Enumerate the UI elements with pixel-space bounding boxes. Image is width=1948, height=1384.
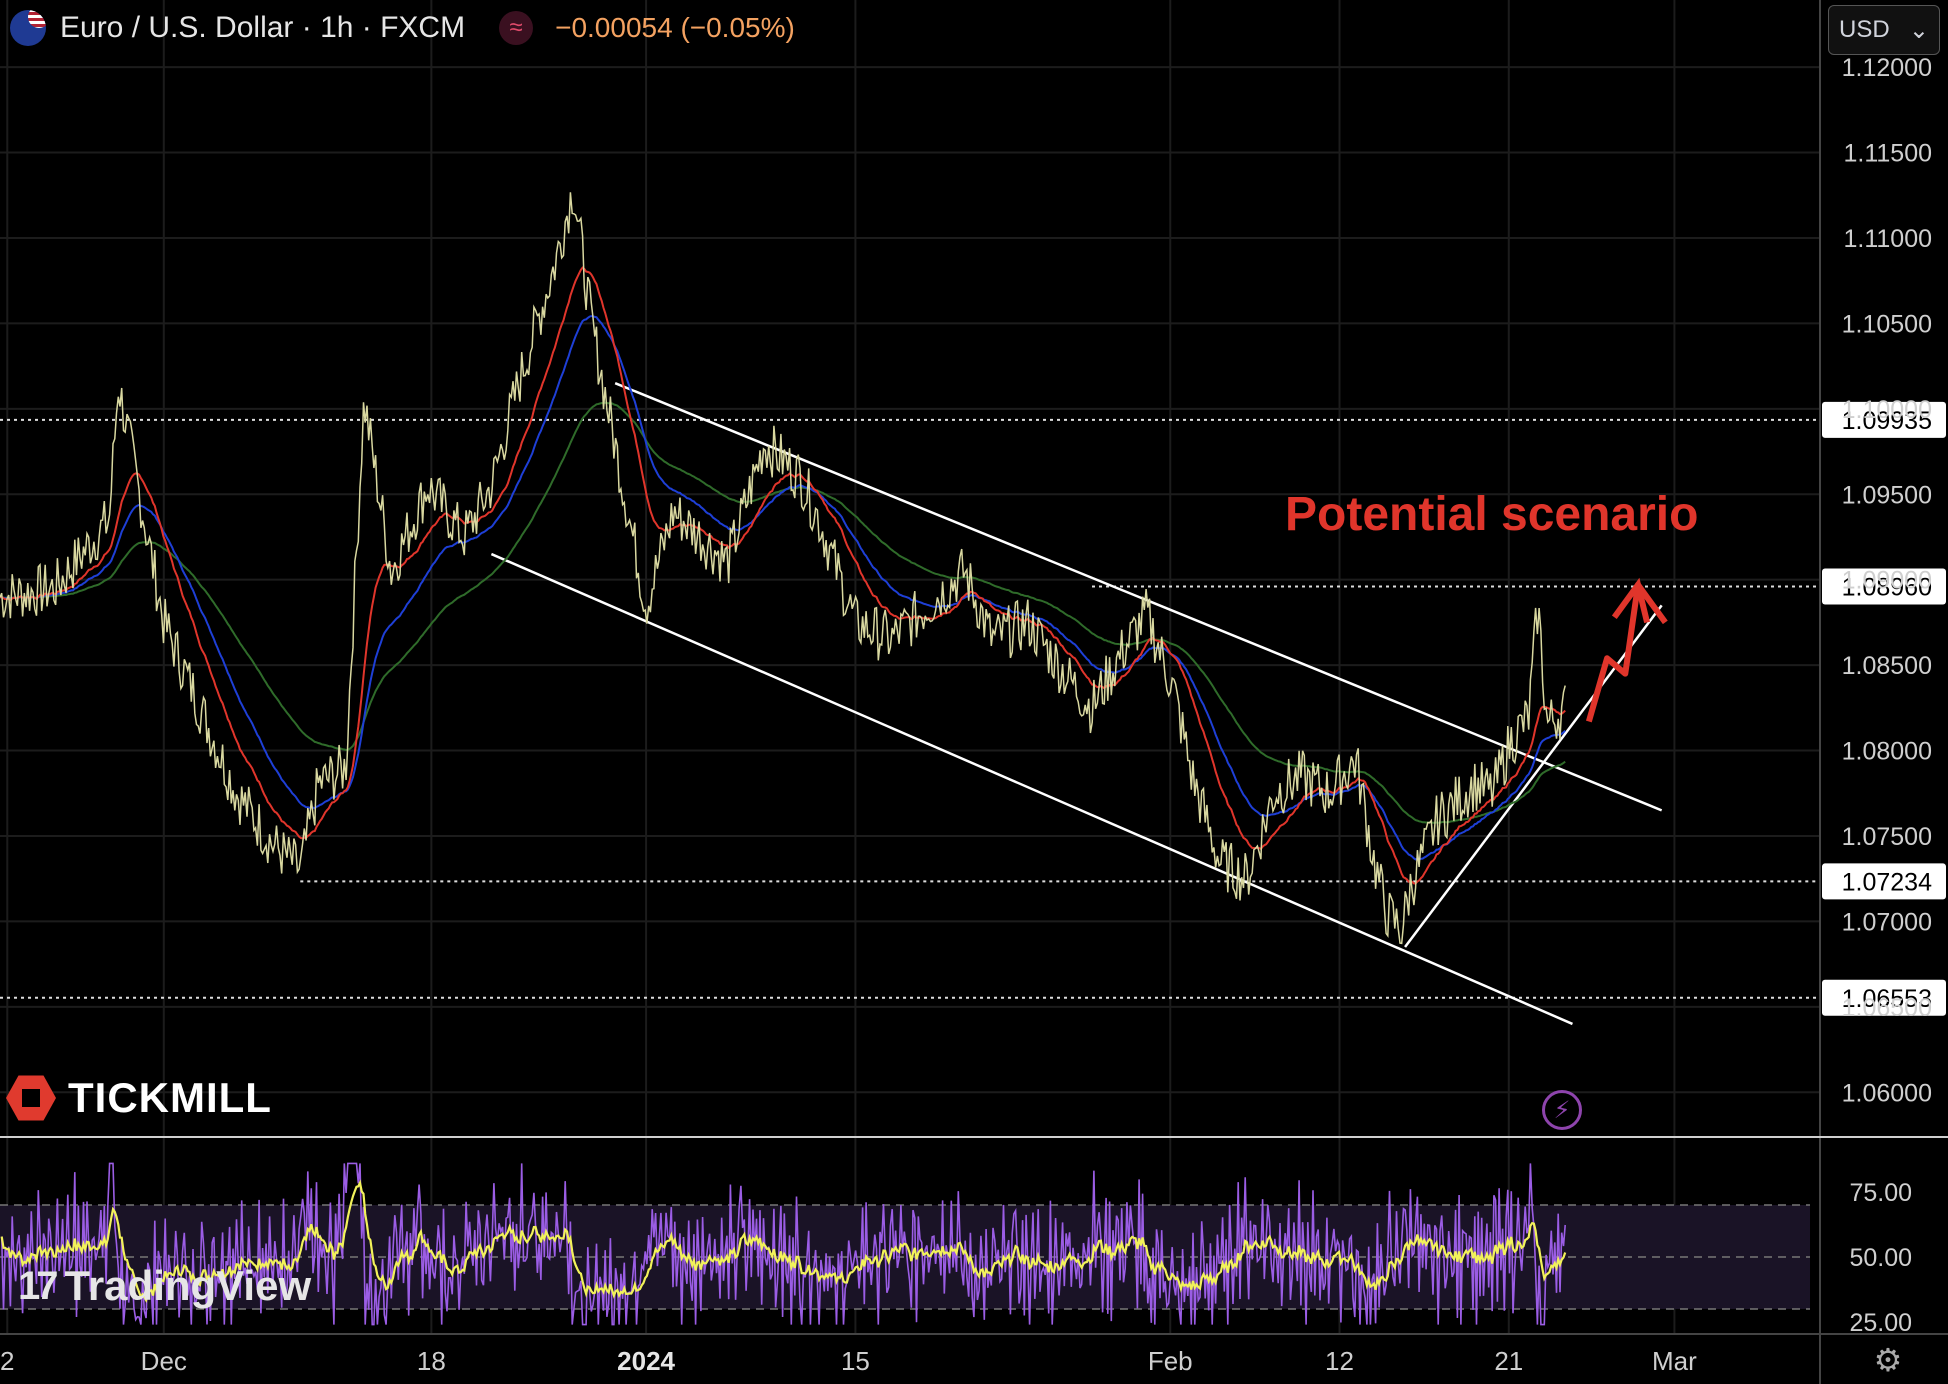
price-tick-label: 1.12000 (1842, 54, 1932, 82)
x-tick-label: 15 (841, 1346, 870, 1376)
scenario-arrow (1585, 577, 1668, 723)
currency-value: USD (1839, 16, 1890, 43)
tradingview-wordmark: TradingView (64, 1262, 312, 1309)
currency-pair-flag-icon (10, 10, 46, 46)
scenario-zigzag (1585, 581, 1668, 723)
chevron-down-icon: ⌄ (1908, 16, 1929, 44)
price-tick-label: 1.06000 (1842, 1079, 1932, 1107)
price-tick-label: 1.07500 (1842, 823, 1932, 851)
price-tick-label: 1.10500 (1842, 310, 1932, 338)
price-level-value: 1.07234 (1842, 868, 1932, 896)
horizontal-levels: 1.09935 1.08960 1.07234 1.06553 (0, 401, 1946, 1016)
ema-mid-line (0, 315, 1566, 861)
price-line (0, 192, 1566, 945)
price-level-value: 1.06553 (1842, 985, 1932, 1013)
price-tick-label: 1.08000 (1842, 738, 1932, 766)
scenario-label: Potential scenario (1285, 488, 1698, 541)
price-series (0, 192, 1566, 945)
price-level-value: 1.09935 (1842, 407, 1932, 435)
channel-upper-line (614, 382, 1663, 812)
x-tick-label: 18 (417, 1346, 446, 1376)
uptrend-support-line (1404, 604, 1663, 948)
channel-lower-line (490, 552, 1573, 1026)
x-tick-label: 2 (0, 1346, 14, 1376)
x-tick-label: 2024 (617, 1346, 675, 1376)
chart-header: Euro / U.S. Dollar · 1h · FXCM ≈ −0.0005… (10, 8, 795, 48)
symbol-title[interactable]: Euro / U.S. Dollar · 1h · FXCM (60, 11, 466, 44)
tickmill-mark-icon (6, 1075, 56, 1121)
rsi-line (0, 1162, 1566, 1326)
tickmill-wordmark: TICKMILL (68, 1074, 272, 1121)
flash-icon[interactable]: ⚡ (1542, 1090, 1582, 1130)
grid (0, 0, 1820, 1335)
currency-select[interactable]: USD ⌄ (1828, 5, 1940, 55)
rsi-tick-label: 25.00 (1849, 1309, 1912, 1337)
price-tick-label: 1.11000 (1843, 225, 1932, 253)
x-tick-label: Dec (141, 1346, 187, 1376)
price-level-tag (1822, 401, 1946, 438)
price-tick-label: 1.09500 (1842, 481, 1932, 509)
price-tick-label: 1.11500 (1843, 140, 1932, 168)
settings-icon[interactable]: ⚙ (1873, 1342, 1903, 1378)
rsi-tick-label: 75.00 (1849, 1179, 1912, 1207)
price-level-tag (1822, 979, 1946, 1016)
price-tick-label: 1.08500 (1842, 652, 1932, 680)
tradingview-logo[interactable]: 17 TradingView (18, 1262, 311, 1310)
price-tick-label: 1.07000 (1842, 908, 1932, 936)
tradingview-mark-icon: 17 (18, 1263, 58, 1308)
scenario-arrowhead (1611, 577, 1651, 624)
price-level-value: 1.08960 (1842, 574, 1932, 602)
price-tick-label: 1.09000 (1842, 567, 1932, 595)
rsi-signal-line (0, 1179, 1567, 1303)
wave-icon[interactable]: ≈ (499, 11, 534, 45)
x-tick-label: Mar (1652, 1346, 1697, 1376)
price-tick-label: 1.10000 (1842, 396, 1932, 424)
ema-fast-line (0, 266, 1566, 885)
price-level-tag (1822, 568, 1946, 605)
x-tick-label: 12 (1325, 1346, 1354, 1376)
rsi-tick-label: 50.00 (1849, 1244, 1912, 1272)
rsi-pane (0, 1162, 1810, 1326)
x-tick-label: 21 (1494, 1346, 1523, 1376)
price-level-tag (1822, 863, 1946, 900)
trend-channel (490, 382, 1663, 1026)
price-change: −0.00054 (−0.05%) (555, 12, 795, 43)
x-tick-label: Feb (1148, 1346, 1193, 1376)
tickmill-logo: TICKMILL (6, 1073, 272, 1123)
price-tick-label: 1.06500 (1842, 994, 1932, 1022)
